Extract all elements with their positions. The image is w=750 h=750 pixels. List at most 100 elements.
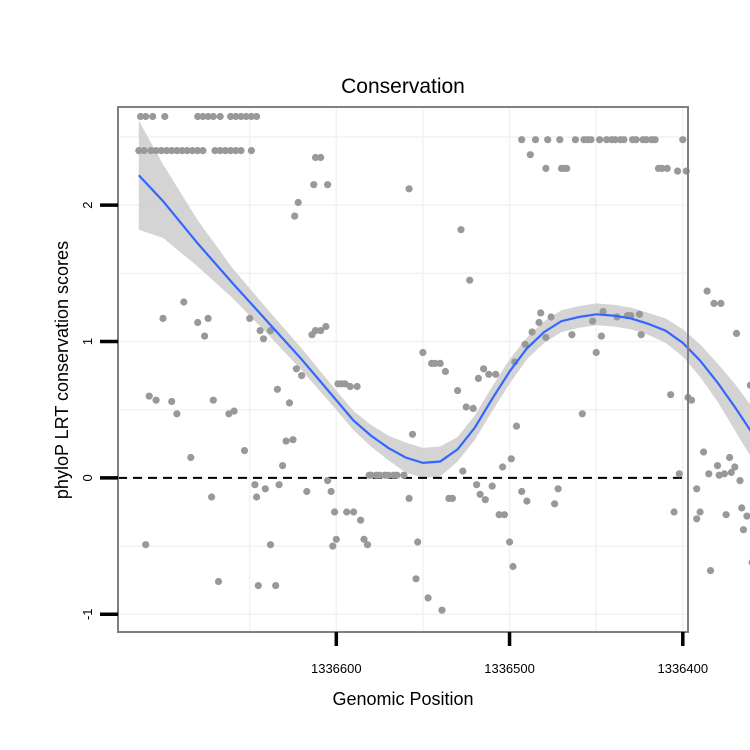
data-point bbox=[488, 482, 496, 490]
data-point bbox=[147, 147, 155, 155]
data-point bbox=[424, 594, 432, 602]
data-point bbox=[273, 385, 281, 393]
data-point bbox=[731, 463, 739, 471]
data-point bbox=[329, 542, 337, 550]
data-point bbox=[162, 147, 171, 155]
x-axis: 1336600 1336500 1336400 bbox=[311, 632, 708, 676]
data-point bbox=[466, 276, 474, 284]
data-point bbox=[199, 147, 207, 155]
data-point bbox=[419, 348, 427, 357]
data-point bbox=[551, 500, 559, 508]
data-point bbox=[201, 332, 209, 340]
data-point bbox=[732, 329, 741, 337]
data-point bbox=[431, 359, 439, 367]
data-point bbox=[159, 314, 167, 322]
data-point bbox=[568, 331, 576, 339]
data-point bbox=[485, 370, 493, 378]
data-point bbox=[149, 112, 157, 121]
data-point bbox=[738, 504, 746, 512]
data-point bbox=[282, 437, 290, 445]
y-tick-label: 1 bbox=[80, 338, 95, 345]
data-point bbox=[363, 541, 372, 549]
data-point bbox=[142, 541, 150, 549]
data-point bbox=[663, 164, 671, 172]
data-point bbox=[454, 387, 462, 395]
data-point bbox=[180, 298, 188, 306]
y-axis: -1 0 1 2 bbox=[80, 202, 118, 620]
data-point bbox=[720, 470, 729, 478]
data-point bbox=[400, 471, 408, 479]
data-point bbox=[294, 198, 302, 207]
data-point bbox=[173, 147, 181, 155]
data-point bbox=[136, 112, 145, 121]
data-point bbox=[651, 136, 659, 144]
data-point bbox=[232, 112, 240, 121]
data-point bbox=[292, 365, 300, 373]
data-point bbox=[620, 136, 628, 144]
data-point bbox=[194, 318, 202, 327]
data-point bbox=[327, 487, 335, 496]
data-point bbox=[204, 112, 212, 121]
data-point bbox=[259, 335, 268, 343]
y-axis-title: phyloP LRT conservation scores bbox=[52, 241, 72, 499]
data-point bbox=[506, 538, 514, 546]
data-point bbox=[194, 147, 202, 155]
data-point bbox=[298, 372, 306, 380]
data-point bbox=[670, 508, 678, 516]
data-point bbox=[261, 485, 269, 493]
data-point bbox=[317, 153, 325, 162]
data-point bbox=[360, 535, 368, 543]
x-axis-title: Genomic Position bbox=[332, 689, 473, 709]
data-point bbox=[322, 322, 330, 331]
data-point bbox=[343, 508, 351, 516]
data-point bbox=[237, 147, 245, 155]
data-point bbox=[367, 471, 375, 479]
data-point bbox=[393, 471, 401, 479]
data-point bbox=[412, 575, 420, 583]
data-point bbox=[642, 136, 651, 144]
data-point bbox=[221, 147, 229, 155]
data-point bbox=[507, 455, 515, 463]
plot-panel-background bbox=[118, 107, 688, 632]
data-point bbox=[346, 382, 354, 391]
data-point bbox=[168, 147, 176, 155]
points-layer bbox=[135, 112, 750, 614]
data-point bbox=[746, 381, 750, 389]
data-point bbox=[473, 481, 481, 489]
data-point bbox=[739, 526, 748, 534]
data-point bbox=[331, 508, 339, 516]
data-point bbox=[188, 147, 197, 155]
data-point bbox=[658, 164, 666, 172]
data-point bbox=[706, 567, 715, 575]
x-tick-label: 1336500 bbox=[484, 661, 535, 676]
data-point bbox=[499, 463, 507, 471]
data-point bbox=[289, 436, 297, 444]
data-point bbox=[145, 392, 153, 400]
data-point bbox=[736, 477, 744, 485]
data-point bbox=[208, 493, 216, 501]
data-point bbox=[246, 314, 254, 322]
data-point bbox=[459, 467, 467, 475]
data-point bbox=[405, 494, 413, 502]
data-point bbox=[611, 136, 619, 144]
data-point bbox=[596, 136, 604, 144]
y-tick-label: 2 bbox=[80, 202, 95, 209]
data-point bbox=[597, 332, 606, 340]
data-point bbox=[710, 299, 718, 307]
data-point bbox=[266, 541, 275, 549]
data-point bbox=[303, 487, 311, 496]
data-point bbox=[216, 112, 224, 121]
smooth-curve-layer bbox=[137, 174, 750, 465]
data-point bbox=[726, 453, 734, 462]
data-point bbox=[687, 396, 696, 404]
data-point bbox=[495, 511, 503, 519]
data-point bbox=[253, 493, 261, 501]
data-point bbox=[285, 399, 294, 407]
x-tick-label: 1336600 bbox=[311, 661, 362, 676]
data-point bbox=[592, 348, 600, 357]
data-point bbox=[727, 468, 735, 477]
chart-title: Conservation bbox=[341, 75, 465, 98]
data-point bbox=[152, 396, 160, 404]
data-point bbox=[216, 147, 224, 155]
data-point bbox=[183, 147, 191, 155]
